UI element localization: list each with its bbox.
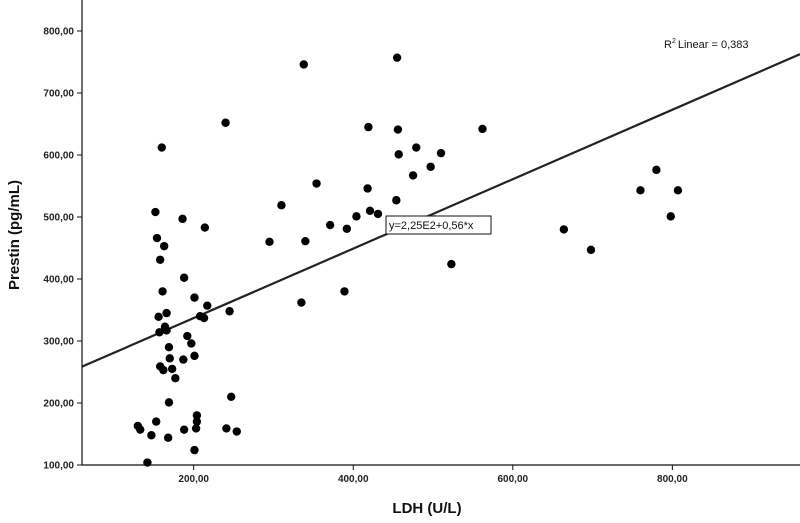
data-points	[133, 53, 683, 467]
y-tick-label: 500,00	[43, 213, 74, 224]
data-point	[167, 364, 177, 374]
data-point	[666, 212, 675, 221]
r-squared-symbol: R	[664, 39, 672, 51]
y-tick-label: 100,00	[43, 461, 74, 472]
x-tick-label: 800,00	[657, 474, 688, 485]
data-point	[187, 339, 196, 348]
y-tick-label: 700,00	[43, 89, 74, 100]
data-point	[221, 118, 230, 127]
x-tick-label: 400,00	[338, 474, 369, 485]
data-point	[165, 354, 174, 363]
data-point	[179, 425, 189, 434]
data-point	[312, 179, 321, 188]
x-tick-label: 200,00	[178, 474, 209, 485]
data-point	[373, 209, 383, 219]
data-point	[203, 301, 212, 310]
data-point	[394, 150, 403, 159]
axes	[81, 0, 800, 466]
data-point	[164, 398, 174, 407]
data-point	[136, 425, 145, 434]
data-point	[183, 331, 192, 341]
data-point	[365, 206, 375, 215]
fit-equation-border	[385, 215, 492, 235]
data-point	[412, 143, 421, 152]
data-point	[352, 212, 361, 221]
y-tick-label: 800,00	[43, 27, 74, 38]
data-point	[363, 184, 372, 193]
data-point	[199, 313, 209, 323]
regression-line	[81, 53, 800, 368]
data-point	[226, 392, 236, 401]
data-point	[159, 241, 169, 251]
data-point	[164, 343, 174, 352]
data-point	[190, 351, 199, 361]
data-point	[151, 207, 160, 217]
y-tick-label: 200,00	[43, 399, 74, 410]
data-point	[162, 326, 171, 335]
data-point	[155, 328, 164, 337]
y-tick-label: 600,00	[43, 151, 74, 162]
data-point	[559, 225, 569, 234]
data-point	[364, 122, 373, 132]
y-tick-label: 400,00	[43, 275, 74, 286]
y-tick-label: 300,00	[43, 337, 74, 348]
fit-equation: y=2,25E2+0,56*x	[389, 220, 474, 232]
r-squared-superscript: 2	[672, 38, 676, 45]
data-point	[143, 458, 152, 467]
data-point	[636, 186, 645, 195]
data-point	[277, 201, 286, 210]
data-point	[447, 259, 456, 269]
data-point	[191, 424, 201, 433]
data-point	[154, 312, 163, 322]
data-point	[178, 214, 187, 224]
data-point	[299, 60, 308, 69]
data-point	[147, 431, 156, 440]
data-point	[426, 162, 435, 171]
data-point	[340, 287, 349, 296]
data-point	[162, 308, 171, 318]
data-point	[163, 433, 173, 442]
data-point	[192, 417, 202, 426]
fit-line-group	[81, 53, 800, 368]
data-point	[155, 255, 165, 264]
data-point	[225, 307, 234, 316]
data-point	[652, 165, 661, 175]
data-point	[190, 293, 199, 302]
data-point	[436, 148, 446, 158]
data-point	[222, 424, 231, 433]
x-ticks: 200,00 400,00 600,00 800,00	[178, 465, 688, 485]
x-axis-title: LDH (U/L)	[392, 500, 461, 517]
data-point	[171, 374, 180, 383]
data-point	[408, 171, 418, 180]
data-point	[158, 287, 167, 296]
data-point	[393, 125, 403, 134]
data-point	[151, 417, 161, 426]
r-squared-text: Linear = 0,383	[678, 39, 749, 51]
data-point	[179, 273, 189, 282]
data-point	[342, 224, 352, 233]
data-point	[190, 445, 199, 455]
data-point	[586, 245, 596, 255]
data-point	[232, 427, 241, 436]
data-point	[200, 223, 210, 232]
data-point	[673, 186, 683, 195]
x-tick-label: 600,00	[498, 474, 529, 485]
data-point	[179, 355, 188, 364]
data-point	[325, 220, 335, 230]
y-ticks: 100,00 200,00 300,00 400,00 500,00 600,00 700,…	[43, 27, 82, 472]
data-point	[392, 196, 401, 205]
data-point	[157, 143, 166, 152]
data-point	[159, 365, 168, 375]
data-point	[192, 411, 202, 420]
data-point	[297, 298, 306, 307]
data-point	[478, 124, 487, 134]
data-point	[301, 236, 310, 246]
y-axis-title: Prestin (pg/mL)	[6, 180, 23, 290]
r-squared-label: R2 Linear = 0,383	[664, 38, 749, 51]
data-point	[392, 53, 402, 62]
fit-equation-box: y=2,25E2+0,56*x	[385, 215, 492, 235]
data-point	[152, 233, 162, 243]
data-point	[265, 237, 274, 246]
